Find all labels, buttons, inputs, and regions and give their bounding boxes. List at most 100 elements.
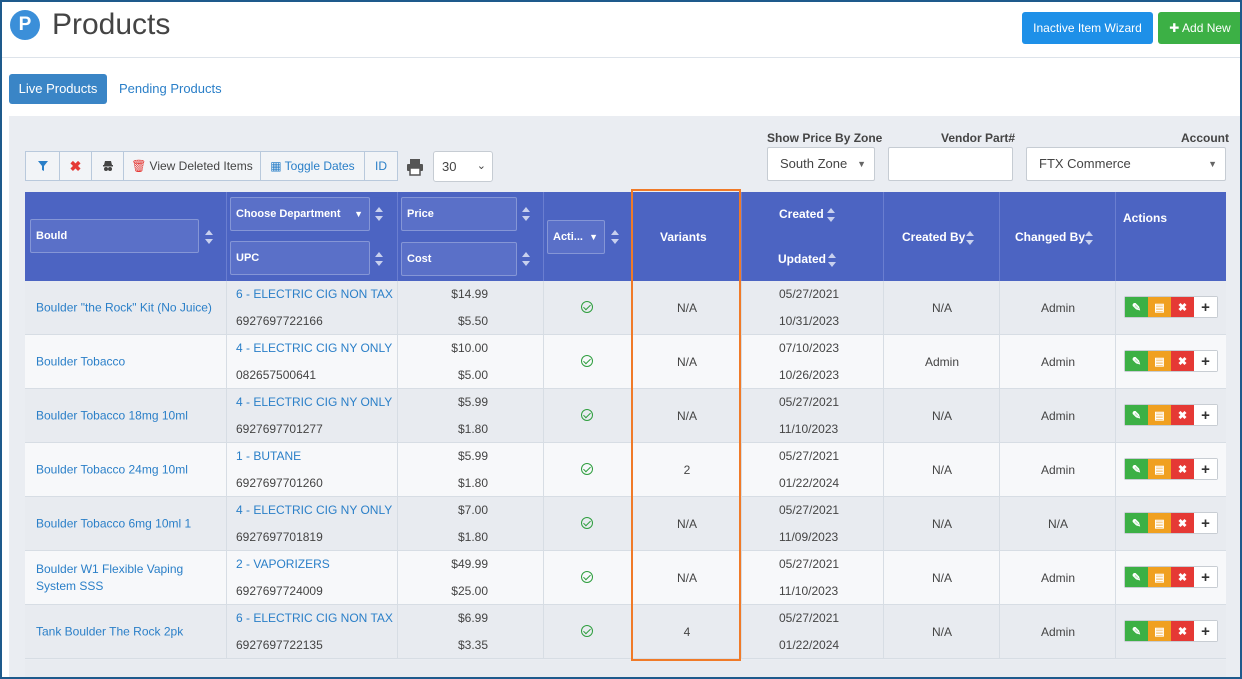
changed-by-header[interactable]: Changed By xyxy=(1015,230,1086,244)
sort-icon[interactable] xyxy=(522,207,531,221)
created-header[interactable]: Created xyxy=(779,207,824,221)
department-filter-select[interactable]: Choose Department ▼ xyxy=(230,197,370,231)
add-variant-button[interactable]: + xyxy=(1194,621,1217,641)
delete-button[interactable]: ✖ xyxy=(1171,567,1194,587)
active-cell xyxy=(544,389,632,443)
document-button[interactable]: ▤ xyxy=(1148,459,1171,479)
sort-icon[interactable] xyxy=(205,230,214,244)
add-new-button[interactable]: ✚ Add New xyxy=(1158,12,1242,44)
sort-icon[interactable] xyxy=(611,230,620,244)
upc-value: 6927697724009 xyxy=(236,584,323,598)
department-link[interactable]: 2 - VAPORIZERS xyxy=(236,557,330,571)
delete-button[interactable]: ✖ xyxy=(1171,513,1194,533)
variants-cell: N/A xyxy=(632,335,742,389)
id-button[interactable]: ID xyxy=(375,159,387,173)
department-link[interactable]: 4 - ELECTRIC CIG NY ONLY xyxy=(236,341,393,355)
document-button[interactable]: ▤ xyxy=(1148,621,1171,641)
created-by-header[interactable]: Created By xyxy=(902,230,966,244)
sort-icon[interactable] xyxy=(827,208,836,222)
product-name-link[interactable]: Boulder Tobacco 6mg 10ml 1 xyxy=(36,516,192,531)
add-variant-button[interactable]: + xyxy=(1194,405,1217,425)
document-button[interactable]: ▤ xyxy=(1148,513,1171,533)
add-variant-button[interactable]: + xyxy=(1194,513,1217,533)
page-size-select[interactable]: 30 ⌄ xyxy=(433,151,493,182)
edit-button[interactable]: ✎ xyxy=(1125,297,1148,317)
delete-button[interactable]: ✖ xyxy=(1171,297,1194,317)
pencil-icon: ✎ xyxy=(1131,355,1142,368)
variants-cell: N/A xyxy=(632,497,742,551)
edit-button[interactable]: ✎ xyxy=(1125,459,1148,479)
name-cell: Boulder Tobacco xyxy=(25,335,227,389)
document-icon: ▤ xyxy=(1154,517,1165,530)
filter-button[interactable] xyxy=(26,152,60,180)
price-filter-input[interactable]: Price xyxy=(401,197,517,231)
department-link[interactable]: 6 - ELECTRIC CIG NON TAX xyxy=(236,611,393,625)
product-name-link[interactable]: Tank Boulder The Rock 2pk xyxy=(36,624,184,639)
department-link[interactable]: 1 - BUTANE xyxy=(236,449,302,463)
delete-button[interactable]: ✖ xyxy=(1171,405,1194,425)
product-name-link[interactable]: Boulder W1 Flexible Vaping System SSS xyxy=(36,562,184,593)
department-link[interactable]: 4 - ELECTRIC CIG NY ONLY xyxy=(236,395,393,409)
view-deleted-items-button[interactable]: 🗑 View Deleted Items xyxy=(124,152,261,180)
delete-button[interactable]: ✖ xyxy=(1171,351,1194,371)
price-cell: $7.00 $1.80 xyxy=(398,497,544,551)
app-logo: P xyxy=(10,10,40,40)
sort-icon[interactable] xyxy=(828,253,837,267)
product-name-link[interactable]: Boulder "the Rock" Kit (No Juice) xyxy=(36,300,212,315)
edit-button[interactable]: ✎ xyxy=(1125,405,1148,425)
price-zone-select[interactable]: South Zone ▼ xyxy=(767,147,875,181)
delete-button[interactable]: ✖ xyxy=(1171,459,1194,479)
row-actions: ✎ ▤ ✖ + xyxy=(1124,620,1218,642)
dates-cell: 05/27/2021 01/22/2024 xyxy=(742,605,884,659)
cost-value: $3.35 xyxy=(457,638,488,652)
sort-icon[interactable] xyxy=(1085,231,1094,245)
name-filter-input[interactable]: Bould xyxy=(30,219,199,253)
document-button[interactable]: ▤ xyxy=(1148,405,1171,425)
product-name-link[interactable]: Boulder Tobacco 24mg 10ml xyxy=(36,462,188,477)
spy-button[interactable] xyxy=(92,152,124,180)
toggle-dates-label: Toggle Dates xyxy=(284,159,355,173)
actions-header: Actions xyxy=(1123,211,1168,225)
delete-button[interactable]: ✖ xyxy=(1171,621,1194,641)
clear-filter-button[interactable]: ✖ xyxy=(60,152,92,180)
cost-filter-input[interactable]: Cost xyxy=(401,242,517,276)
updated-header[interactable]: Updated xyxy=(778,252,826,266)
changed-by-cell: Admin xyxy=(1000,335,1116,389)
check-circle-icon xyxy=(581,409,593,421)
edit-button[interactable]: ✎ xyxy=(1125,513,1148,533)
upc-filter-input[interactable]: UPC xyxy=(230,241,370,275)
active-filter-select[interactable]: Acti... ▼ xyxy=(547,220,605,254)
document-icon: ▤ xyxy=(1154,571,1165,584)
document-button[interactable]: ▤ xyxy=(1148,297,1171,317)
edit-button[interactable]: ✎ xyxy=(1125,621,1148,641)
sort-icon[interactable] xyxy=(375,207,384,221)
tab-pending-products[interactable]: Pending Products xyxy=(119,81,222,96)
product-name-link[interactable]: Boulder Tobacco xyxy=(36,354,126,369)
add-variant-button[interactable]: + xyxy=(1194,351,1217,371)
upc-value: 082657500641 xyxy=(236,368,317,382)
product-name-link[interactable]: Boulder Tobacco 18mg 10ml xyxy=(36,408,188,423)
edit-button[interactable]: ✎ xyxy=(1125,567,1148,587)
edit-button[interactable]: ✎ xyxy=(1125,351,1148,371)
upc-value: 6927697701277 xyxy=(236,422,323,436)
inactive-item-wizard-button[interactable]: Inactive Item Wizard xyxy=(1022,12,1153,44)
account-select[interactable]: FTX Commerce ▼ xyxy=(1026,147,1226,181)
print-icon[interactable] xyxy=(406,158,424,176)
add-variant-button[interactable]: + xyxy=(1194,567,1217,587)
sort-icon[interactable] xyxy=(522,252,531,266)
department-link[interactable]: 6 - ELECTRIC CIG NON TAX xyxy=(236,287,393,301)
tab-live-products[interactable]: Live Products xyxy=(9,74,107,104)
sort-icon[interactable] xyxy=(966,231,975,245)
changed-by-value: N/A xyxy=(1047,517,1068,531)
table-row: Boulder Tobacco 6mg 10ml 1 4 - ELECTRIC C… xyxy=(25,497,1226,551)
account-value: FTX Commerce xyxy=(1039,156,1131,171)
add-variant-button[interactable]: + xyxy=(1194,459,1217,479)
created-by-cell: N/A xyxy=(884,389,1000,443)
vendor-part-input[interactable] xyxy=(888,147,1013,181)
sort-icon[interactable] xyxy=(375,252,384,266)
add-variant-button[interactable]: + xyxy=(1194,297,1217,317)
document-button[interactable]: ▤ xyxy=(1148,351,1171,371)
document-button[interactable]: ▤ xyxy=(1148,567,1171,587)
department-link[interactable]: 4 - ELECTRIC CIG NY ONLY xyxy=(236,503,393,517)
toggle-dates-button[interactable]: ▦ Toggle Dates xyxy=(261,152,365,180)
